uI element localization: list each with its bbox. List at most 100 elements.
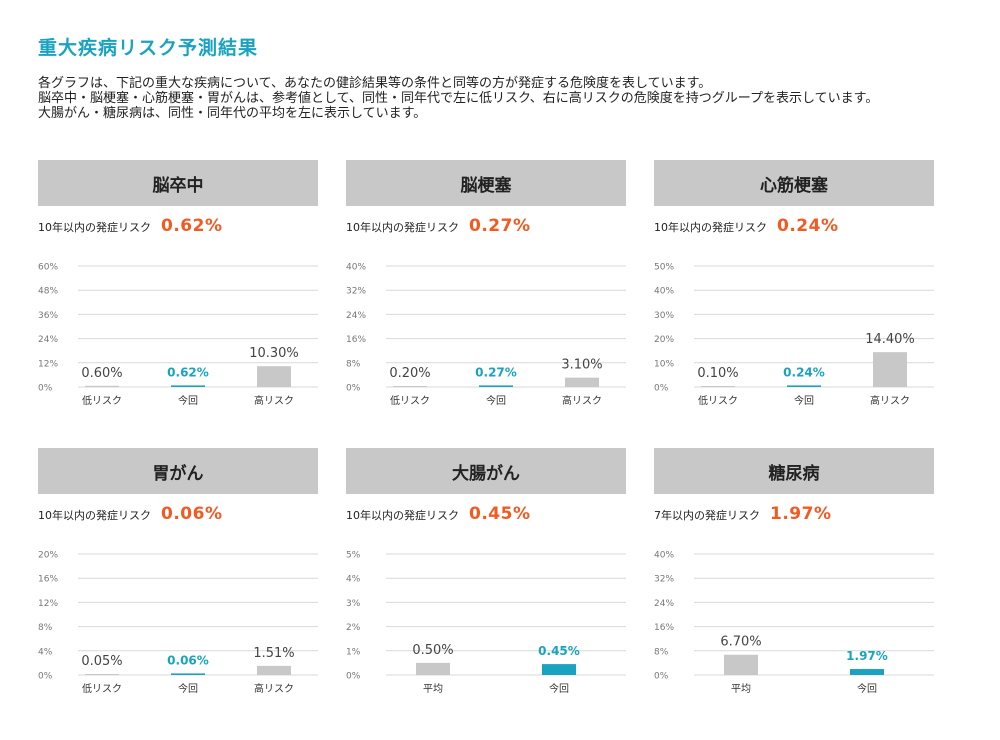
x-category-label: 低リスク: [390, 394, 430, 407]
x-category-label: 高リスク: [562, 394, 602, 407]
risk-value: 0.45%: [469, 504, 531, 524]
risk-label: 10年以内の発症リスク: [654, 221, 767, 234]
y-tick-label: 40%: [654, 287, 674, 297]
risk-label: 10年以内の発症リスク: [346, 509, 459, 522]
y-tick-label: 40%: [346, 263, 366, 273]
bar: [479, 385, 513, 387]
y-tick-label: 48%: [38, 287, 58, 297]
bar: [701, 386, 735, 387]
panel-header: 糖尿病: [654, 448, 934, 494]
y-tick-label: 12%: [38, 599, 58, 609]
y-tick-label: 2%: [346, 623, 361, 633]
data-label: 0.20%: [389, 366, 430, 381]
panel-stroke: 脳卒中 10年以内の発症リスク 0.62% 0% 12% 24% 36% 48% 60% 0…: [38, 160, 318, 422]
bar: [393, 386, 427, 387]
y-tick-label: 24%: [346, 311, 366, 321]
y-tick-label: 32%: [654, 575, 674, 585]
risk-value: 1.97%: [770, 504, 832, 524]
data-label: 0.62%: [167, 365, 209, 379]
risk-label: 7年以内の発症リスク: [654, 509, 760, 522]
panel-header: 脳卒中: [38, 160, 318, 206]
y-tick-label: 36%: [38, 311, 58, 321]
x-category-label: 高リスク: [254, 682, 294, 695]
risk-label: 10年以内の発症リスク: [346, 221, 459, 234]
data-label: 1.97%: [846, 649, 888, 663]
data-label: 0.27%: [475, 365, 517, 379]
y-tick-label: 50%: [654, 263, 674, 273]
chart-stroke: 0% 12% 24% 36% 48% 60% 0.60% 低リスク 0.62% 今回 10.30% 高…: [38, 263, 318, 407]
risk-value: 0.24%: [777, 216, 839, 236]
bar: [85, 674, 119, 675]
panel-header: 心筋梗塞: [654, 160, 934, 206]
y-tick-label: 24%: [38, 335, 58, 345]
y-tick-label: 30%: [654, 311, 674, 321]
bar: [542, 664, 576, 675]
bar: [724, 654, 758, 675]
bar: [787, 385, 821, 387]
description: 各グラフは、下記の重大な疾病について、あなたの健診結果等の条件と同等の方が発症す…: [38, 76, 968, 121]
panel-diabetes: 糖尿病 7年以内の発症リスク 1.97% 0% 8% 16% 24% 32% 40% 6.7…: [654, 448, 934, 710]
y-tick-label: 40%: [654, 551, 674, 561]
chart-diabetes: 0% 8% 16% 24% 32% 40% 6.70% 平均 1.97% 今回: [654, 551, 934, 695]
x-category-label: 平均: [423, 683, 443, 695]
description-line-1: 各グラフは、下記の重大な疾病について、あなたの健診結果等の条件と同等の方が発症す…: [38, 76, 712, 91]
chart-cerebral-infarction: 0% 8% 16% 24% 32% 40% 0.20% 低リスク 0.27% 今回 3.10% 高リス…: [346, 263, 626, 407]
y-tick-label: 12%: [38, 359, 58, 369]
risk-label: 10年以内の発症リスク: [38, 221, 151, 234]
y-tick-label: 20%: [38, 551, 58, 561]
bar: [171, 673, 205, 675]
page-title: 重大疾病リスク予測結果: [38, 37, 259, 59]
chart-myocardial-infarction: 0% 10% 20% 30% 40% 50% 0.10% 低リスク 0.24% 今回 14.40% 高…: [654, 263, 934, 407]
y-tick-label: 4%: [346, 575, 361, 585]
y-tick-label: 16%: [654, 623, 674, 633]
panel-header: 胃がん: [38, 448, 318, 494]
panel-myocardial-infarction: 心筋梗塞 10年以内の発症リスク 0.24% 0% 10% 20% 30% 40% 50%…: [654, 160, 934, 422]
y-tick-label: 0%: [38, 384, 53, 394]
y-tick-label: 20%: [654, 335, 674, 345]
bar: [257, 665, 291, 675]
y-tick-label: 8%: [654, 647, 669, 657]
risk-line: 7年以内の発症リスク 1.97%: [654, 504, 831, 526]
bar: [850, 669, 884, 675]
bar: [171, 385, 205, 387]
y-tick-label: 8%: [346, 359, 361, 369]
bar: [85, 385, 119, 387]
data-label: 1.51%: [253, 646, 294, 661]
y-tick-label: 0%: [38, 672, 53, 682]
x-category-label: 高リスク: [254, 394, 294, 407]
x-category-label: 低リスク: [698, 394, 738, 407]
y-tick-label: 32%: [346, 287, 366, 297]
x-category-label: 今回: [486, 394, 506, 407]
data-label: 0.24%: [783, 365, 825, 379]
chart-colorectal-cancer: 0% 1% 2% 3% 4% 5% 0.50% 平均 0.45% 今回: [346, 551, 626, 695]
x-category-label: 低リスク: [82, 682, 122, 695]
risk-line: 10年以内の発症リスク 0.45%: [346, 504, 530, 526]
data-label: 0.10%: [697, 366, 738, 381]
data-label: 10.30%: [249, 346, 299, 361]
data-label: 0.50%: [412, 643, 453, 658]
bar: [565, 377, 599, 387]
risk-label: 10年以内の発症リスク: [38, 509, 151, 522]
data-label: 0.05%: [81, 654, 122, 669]
risk-value: 0.27%: [469, 216, 531, 236]
risk-value: 0.62%: [161, 216, 223, 236]
data-label: 0.45%: [538, 644, 580, 658]
y-tick-label: 16%: [38, 575, 58, 585]
y-tick-label: 0%: [654, 384, 669, 394]
bar: [416, 662, 450, 675]
bar: [257, 366, 291, 387]
risk-line: 10年以内の発症リスク 0.62%: [38, 216, 222, 238]
x-category-label: 今回: [178, 682, 198, 695]
data-label: 0.06%: [167, 653, 209, 667]
y-tick-label: 0%: [654, 672, 669, 682]
y-tick-label: 8%: [38, 623, 53, 633]
risk-line: 10年以内の発症リスク 0.06%: [38, 504, 222, 526]
x-category-label: 今回: [178, 394, 198, 407]
description-line-2: 脳卒中・脳梗塞・心筋梗塞・胃がんは、参考値として、同性・同年代で左に低リスク、右…: [38, 91, 879, 106]
data-label: 3.10%: [561, 358, 602, 373]
risk-value: 0.06%: [161, 504, 223, 524]
description-line-3: 大腸がん・糖尿病は、同性・同年代の平均を左に表示しています。: [38, 106, 427, 121]
y-tick-label: 1%: [346, 647, 361, 657]
y-tick-label: 0%: [346, 384, 361, 394]
chart-stomach-cancer: 0% 4% 8% 12% 16% 20% 0.05% 低リスク 0.06% 今回 1.51% 高リスク: [38, 551, 318, 695]
